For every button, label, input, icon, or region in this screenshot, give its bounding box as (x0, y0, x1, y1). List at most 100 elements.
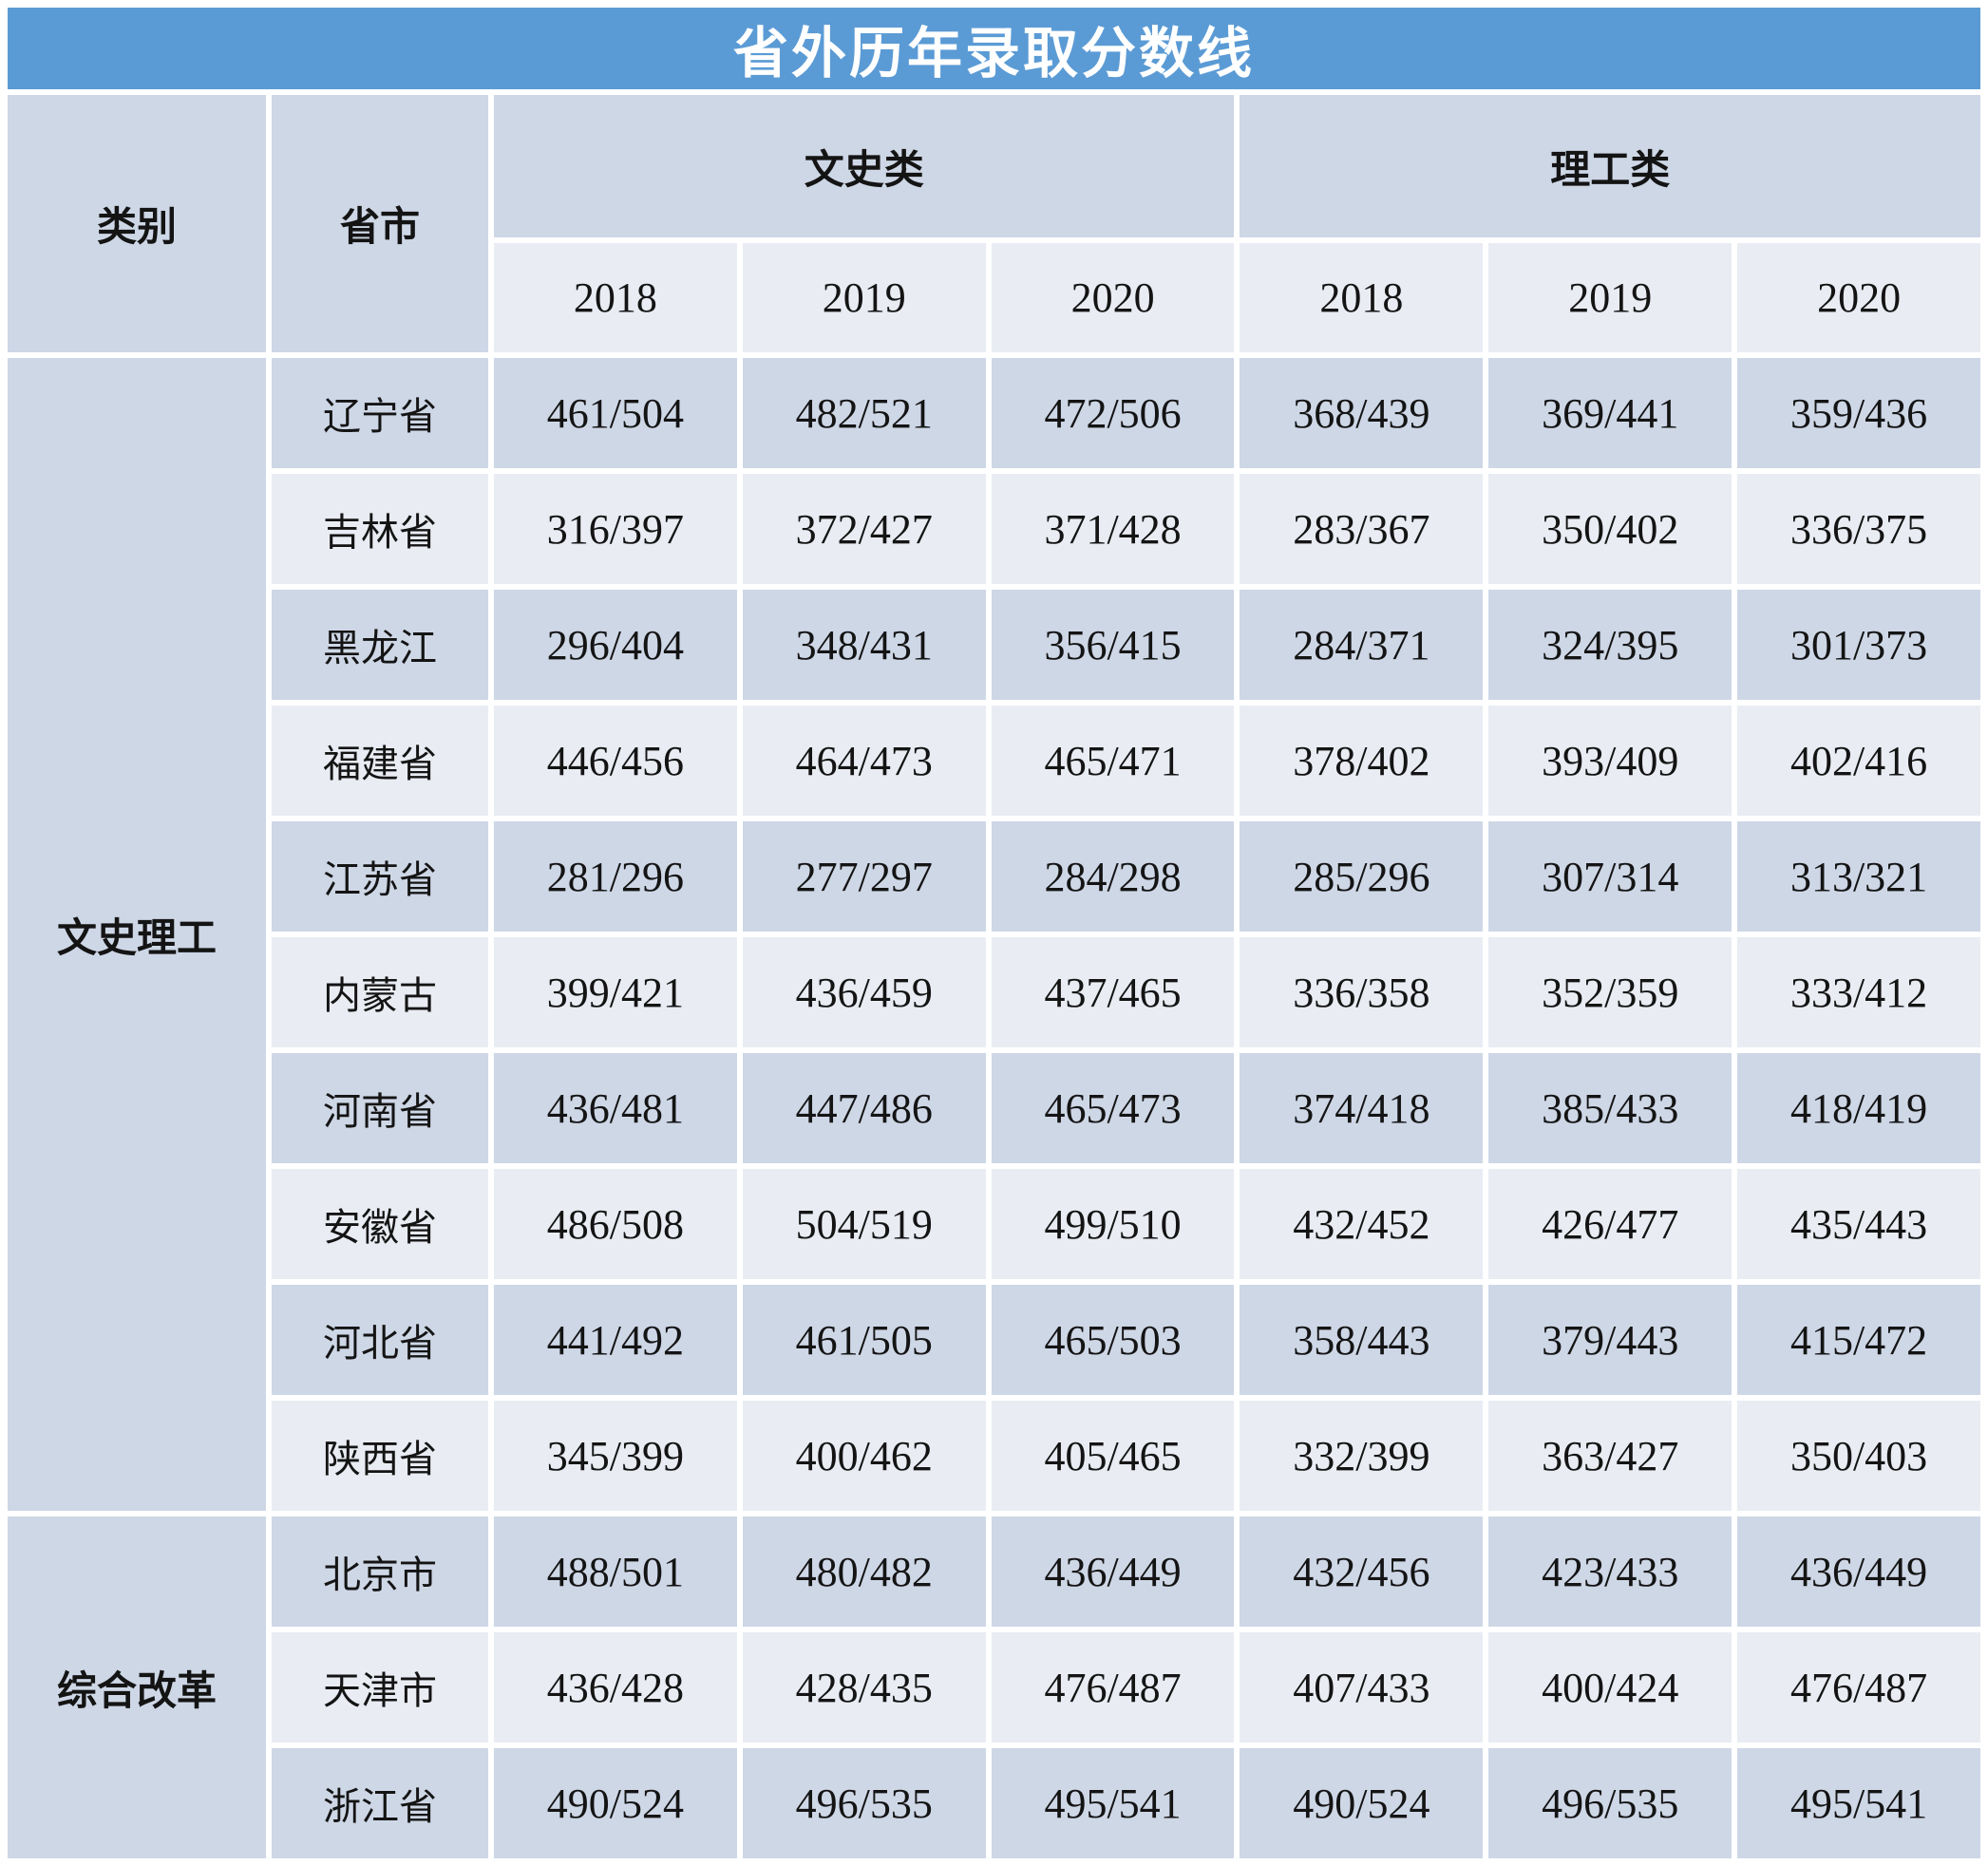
score-cell: 486/508 (494, 1169, 737, 1279)
province-cell: 黑龙江 (272, 590, 488, 700)
score-cell: 432/456 (1240, 1516, 1484, 1627)
score-cell: 301/373 (1737, 590, 1980, 700)
header-province: 省市 (272, 95, 488, 352)
score-cell: 307/314 (1488, 821, 1732, 932)
score-cell: 490/524 (1240, 1748, 1484, 1858)
province-cell: 内蒙古 (272, 937, 488, 1047)
score-cell: 480/482 (742, 1516, 986, 1627)
score-cell: 363/427 (1488, 1401, 1732, 1511)
header-science-group: 理工类 (1240, 95, 1980, 237)
score-cell: 313/321 (1737, 821, 1980, 932)
score-cell: 324/395 (1488, 590, 1732, 700)
province-cell: 江苏省 (272, 821, 488, 932)
score-cell: 482/521 (742, 358, 986, 468)
table-row: 浙江省 490/524 496/535 495/541 490/524 496/535 49… (8, 1748, 1980, 1858)
score-cell: 277/297 (742, 821, 986, 932)
score-cell: 316/397 (494, 474, 737, 584)
score-cell: 393/409 (1488, 706, 1732, 816)
category-cell: 综合改革 (8, 1516, 266, 1858)
score-cell: 284/298 (991, 821, 1235, 932)
score-cell: 405/465 (991, 1401, 1235, 1511)
score-cell: 446/456 (494, 706, 737, 816)
score-cell: 461/505 (742, 1285, 986, 1395)
score-cell: 371/428 (991, 474, 1235, 584)
province-cell: 天津市 (272, 1632, 488, 1743)
score-cell: 407/433 (1240, 1632, 1484, 1743)
score-cell: 436/459 (742, 937, 986, 1047)
table-row: 河北省 441/492 461/505 465/503 358/443 379/443 41… (8, 1285, 1980, 1395)
score-cell: 428/435 (742, 1632, 986, 1743)
score-cell: 476/487 (991, 1632, 1235, 1743)
score-cell: 426/477 (1488, 1169, 1732, 1279)
province-cell: 陕西省 (272, 1401, 488, 1511)
score-cell: 350/402 (1488, 474, 1732, 584)
score-cell: 495/541 (991, 1748, 1235, 1858)
title-row: 省外历年录取分数线 (8, 8, 1980, 89)
header-year-2019-arts: 2019 (742, 243, 986, 352)
score-cell: 281/296 (494, 821, 737, 932)
table-row: 吉林省 316/397 372/427 371/428 283/367 350/402 33… (8, 474, 1980, 584)
table-row: 文史理工 辽宁省 461/504 482/521 472/506 368/439 369/4… (8, 358, 1980, 1511)
score-cell: 374/418 (1240, 1053, 1484, 1163)
score-cell: 496/535 (742, 1748, 986, 1858)
header-year-2020-science: 2020 (1737, 243, 1980, 352)
score-cell: 356/415 (991, 590, 1235, 700)
score-cell: 472/506 (991, 358, 1235, 468)
table-row: 综合改革 北京市 488/501 480/482 436/449 432/456 423/4… (8, 1516, 1980, 1858)
score-cell: 447/486 (742, 1053, 986, 1163)
score-cell: 285/296 (1240, 821, 1484, 932)
category-cell: 文史理工 (8, 358, 266, 1511)
score-cell: 369/441 (1488, 358, 1732, 468)
score-cell: 432/452 (1240, 1169, 1484, 1279)
province-cell: 北京市 (272, 1516, 488, 1627)
province-cell: 浙江省 (272, 1748, 488, 1858)
score-cell: 418/419 (1737, 1053, 1980, 1163)
score-cell: 283/367 (1240, 474, 1484, 584)
score-cell: 437/465 (991, 937, 1235, 1047)
score-cell: 400/462 (742, 1401, 986, 1511)
score-cell: 333/412 (1737, 937, 1980, 1047)
score-cell: 499/510 (991, 1169, 1235, 1279)
table-row: 天津市 436/428 428/435 476/487 407/433 400/424 47… (8, 1632, 1980, 1743)
table-row: 陕西省 345/399 400/462 405/465 332/399 363/427 35… (8, 1401, 1980, 1511)
table-row: 福建省 446/456 464/473 465/471 378/402 393/409 40… (8, 706, 1980, 816)
score-cell: 296/404 (494, 590, 737, 700)
score-cell: 402/416 (1737, 706, 1980, 816)
table-row: 江苏省 281/296 277/297 284/298 285/296 307/314 31… (8, 821, 1980, 932)
score-cell: 400/424 (1488, 1632, 1732, 1743)
score-cell: 436/428 (494, 1632, 737, 1743)
table-row: 安徽省 486/508 504/519 499/510 432/452 426/477 43… (8, 1169, 1980, 1279)
score-cell: 436/481 (494, 1053, 737, 1163)
score-cell: 348/431 (742, 590, 986, 700)
table-row: 黑龙江 296/404 348/431 356/415 284/371 324/395 30… (8, 590, 1980, 700)
score-cell: 332/399 (1240, 1401, 1484, 1511)
score-cell: 336/375 (1737, 474, 1980, 584)
score-cell: 379/443 (1488, 1285, 1732, 1395)
score-cell: 436/449 (991, 1516, 1235, 1627)
score-cell: 399/421 (494, 937, 737, 1047)
header-year-2018-arts: 2018 (494, 243, 737, 352)
score-cell: 345/399 (494, 1401, 737, 1511)
score-cell: 496/535 (1488, 1748, 1732, 1858)
province-cell: 安徽省 (272, 1169, 488, 1279)
province-cell: 河南省 (272, 1053, 488, 1163)
score-cell: 465/503 (991, 1285, 1235, 1395)
score-cell: 352/359 (1488, 937, 1732, 1047)
province-cell: 河北省 (272, 1285, 488, 1395)
score-cell: 504/519 (742, 1169, 986, 1279)
score-cell: 465/471 (991, 706, 1235, 816)
score-cell: 461/504 (494, 358, 737, 468)
province-cell: 福建省 (272, 706, 488, 816)
score-cell: 490/524 (494, 1748, 737, 1858)
score-cell: 372/427 (742, 474, 986, 584)
score-cell: 284/371 (1240, 590, 1484, 700)
score-cell: 350/403 (1737, 1401, 1980, 1511)
header-group-row: 类别 省市 文史类 理工类 (8, 95, 1980, 352)
score-cell: 436/449 (1737, 1516, 1980, 1627)
score-cell: 358/443 (1240, 1285, 1484, 1395)
header-year-2020-arts: 2020 (991, 243, 1235, 352)
header-year-row: 2018 2019 2020 2018 2019 2020 (8, 243, 1980, 352)
score-cell: 495/541 (1737, 1748, 1980, 1858)
province-cell: 吉林省 (272, 474, 488, 584)
